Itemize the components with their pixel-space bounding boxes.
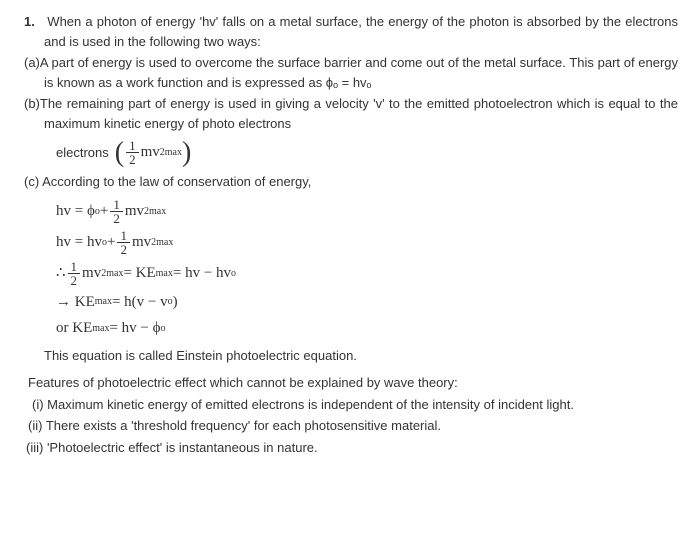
eq2-plus: +	[107, 231, 115, 254]
denominator: 2	[68, 274, 81, 287]
eq4-lhs: → KE	[56, 291, 95, 314]
feature-i: (i) Maximum kinetic energy of emitted el…	[16, 395, 678, 415]
denominator: 2	[110, 212, 123, 225]
eq2-lhs: hv = hv	[56, 231, 102, 254]
eq3-mid: = KE	[123, 262, 155, 285]
max-sub: max	[149, 204, 166, 219]
part-b: (b)The remaining part of energy is used …	[16, 94, 678, 133]
electrons-word: electrons	[56, 143, 109, 163]
part-c: (c) According to the law of conservation…	[16, 172, 678, 192]
part-b-text: The remaining part of energy is used in …	[40, 96, 678, 131]
therefore: ∴	[56, 262, 66, 285]
eq4-rhs: = h(v − v	[112, 291, 168, 314]
eq5-lhs: or KE	[56, 317, 92, 340]
closing-line: This equation is called Einstein photoel…	[16, 346, 678, 366]
denominator: 2	[126, 153, 139, 166]
mv-term: mv	[132, 231, 151, 254]
equation-5: or KEmax = hv − ϕo	[56, 317, 678, 340]
numerator: 1	[110, 198, 123, 212]
ke-expression: electrons ( 1 2 mv2max )	[56, 139, 678, 166]
part-c-text: According to the law of conservation of …	[42, 174, 311, 189]
part-a-label: (a)	[24, 55, 40, 70]
max-sub: max	[95, 294, 112, 309]
feature-ii-text: There exists a 'threshold frequency' for…	[46, 418, 441, 433]
numerator: 1	[126, 139, 139, 153]
intro-text: When a photon of energy 'hv' falls on a …	[44, 14, 678, 49]
equation-block: hv = ϕo + 1 2 mv2max hv = hvo + 1 2 mv2m…	[16, 198, 678, 340]
denominator: 2	[117, 243, 130, 256]
sub-o: o	[231, 266, 236, 281]
max-sub: max	[165, 145, 182, 160]
max-sub: max	[156, 235, 173, 250]
max-sub: max	[106, 266, 123, 281]
mv-term: mv	[141, 141, 160, 164]
mv-term: mv	[125, 200, 144, 223]
feature-iii: (iii) 'Photoelectric effect' is instanta…	[16, 438, 678, 458]
question-number: 1.	[24, 14, 35, 29]
max-sub: max	[92, 321, 109, 336]
intro-paragraph: 1. When a photon of energy 'hv' falls on…	[16, 12, 678, 51]
fraction-half-3: 1 2	[117, 229, 130, 256]
fraction-half-4: 1 2	[68, 260, 81, 287]
fraction-half: 1 2	[126, 139, 139, 166]
close-paren: )	[173, 291, 178, 314]
max-sub: max	[156, 266, 173, 281]
feature-ii: (ii) There exists a 'threshold frequency…	[16, 416, 678, 436]
part-b-equation: electrons ( 1 2 mv2max )	[16, 139, 678, 166]
mv-term: mv	[82, 262, 101, 285]
feature-i-text: Maximum kinetic energy of emitted electr…	[47, 397, 574, 412]
fraction-half-2: 1 2	[110, 198, 123, 225]
features-heading: Features of photoelectric effect which c…	[16, 373, 678, 393]
feature-iii-text: 'Photoelectric effect' is instantaneous …	[47, 440, 318, 455]
part-a-text: A part of energy is used to overcome the…	[40, 55, 678, 90]
equation-3: ∴ 1 2 mv2 max = KEmax = hv − hvo	[56, 260, 678, 287]
feature-iii-label: (iii)	[26, 440, 43, 455]
feature-ii-label: (ii)	[28, 418, 42, 433]
numerator: 1	[68, 260, 81, 274]
equation-2: hv = hvo + 1 2 mv2max	[56, 229, 678, 256]
equation-4: → KEmax = h(v − vo)	[56, 291, 678, 314]
features-block: Features of photoelectric effect which c…	[16, 373, 678, 457]
feature-i-label: (i)	[32, 397, 44, 412]
part-b-label: (b)	[24, 96, 40, 111]
part-c-label: (c)	[24, 174, 39, 189]
equation-1: hv = ϕo + 1 2 mv2max	[56, 198, 678, 225]
eq1-plus: +	[100, 200, 108, 223]
part-a: (a)A part of energy is used to overcome …	[16, 53, 678, 92]
eq1-lhs: hv = ϕ	[56, 200, 95, 223]
sub-o: o	[161, 321, 166, 336]
numerator: 1	[117, 229, 130, 243]
eq3-rhs: = hv − hv	[173, 262, 231, 285]
eq5-rhs: = hv − ϕ	[109, 317, 160, 340]
